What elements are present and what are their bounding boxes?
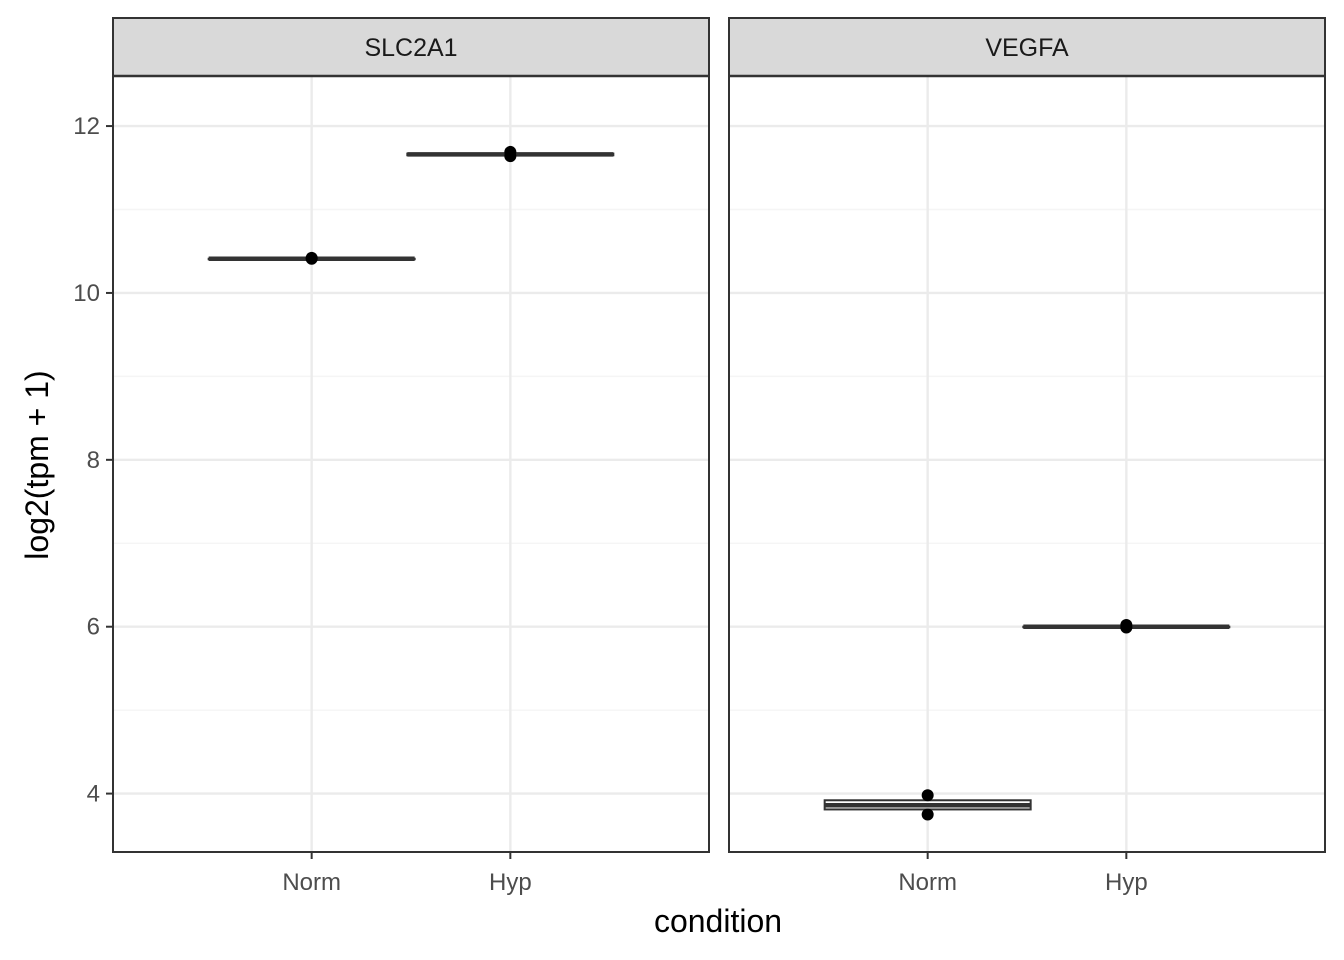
y-tick-label: 6 <box>87 614 100 641</box>
y-tick-label: 8 <box>87 447 100 474</box>
data-point <box>305 251 318 264</box>
panel-background <box>113 76 709 852</box>
box-vegfa-norm <box>823 789 1032 821</box>
y-tick-label: 12 <box>73 113 100 140</box>
y-tick-label: 4 <box>87 781 100 808</box>
x-axis-vegfa: Norm Hyp <box>898 852 1148 896</box>
data-point <box>921 808 934 821</box>
panel-background <box>729 76 1325 852</box>
box-slc2a1-norm <box>207 251 416 265</box>
x-tick-label: Norm <box>898 869 957 896</box>
panel-slc2a1: SLC2A1 <box>112 17 710 853</box>
data-point <box>921 789 934 802</box>
facet-label-vegfa: VEGFA <box>985 34 1069 62</box>
data-point <box>504 145 517 158</box>
x-tick-label: Norm <box>282 869 341 896</box>
y-tick-label: 10 <box>73 280 100 307</box>
box-vegfa-hyp <box>1022 619 1231 634</box>
x-axes: Norm Hyp Norm Hyp <box>282 852 1148 896</box>
panel-vegfa: VEGFA <box>728 17 1326 853</box>
facet-panels: SLC2A1 VEGFA <box>112 17 1326 853</box>
data-point <box>1120 619 1133 632</box>
x-tick-label: Hyp <box>1105 869 1148 896</box>
y-axis: 4 6 8 10 12 <box>73 113 113 808</box>
x-axis-slc2a1: Norm Hyp <box>282 852 532 896</box>
x-tick-label: Hyp <box>489 869 532 896</box>
box-slc2a1-hyp <box>406 145 615 163</box>
facet-label-slc2a1: SLC2A1 <box>364 34 457 62</box>
y-axis-title: log2(tpm + 1) <box>19 370 55 559</box>
x-axis-title: condition <box>654 903 782 939</box>
